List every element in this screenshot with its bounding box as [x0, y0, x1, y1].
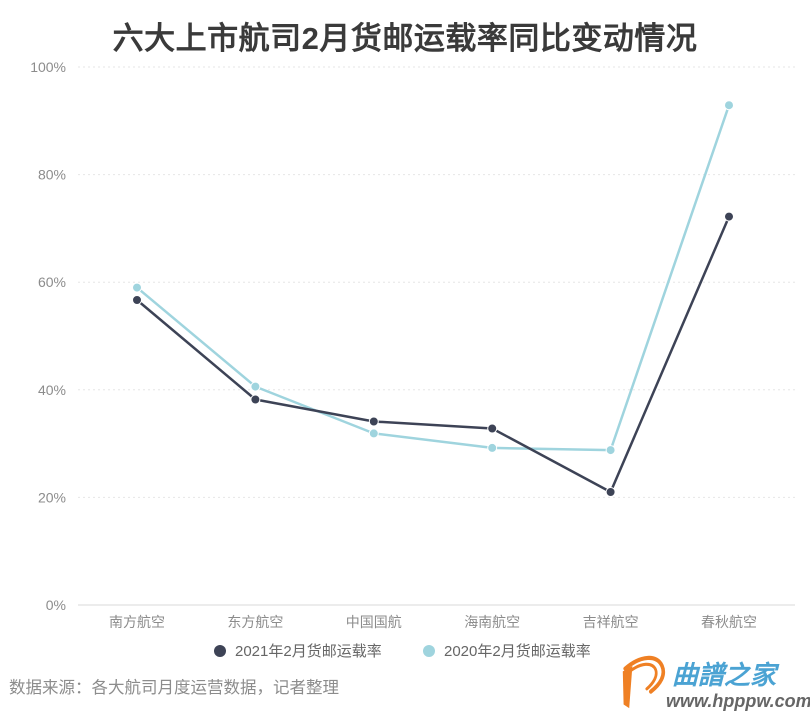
svg-text:80%: 80% — [38, 167, 66, 183]
svg-text:www.hpppw.com: www.hpppw.com — [666, 691, 810, 711]
svg-text:春秋航空: 春秋航空 — [701, 614, 757, 630]
svg-text:曲譜之家: 曲譜之家 — [672, 660, 780, 690]
svg-text:40%: 40% — [38, 382, 66, 398]
svg-text:60%: 60% — [38, 274, 66, 290]
svg-text:100%: 100% — [30, 59, 66, 75]
svg-text:吉祥航空: 吉祥航空 — [583, 614, 639, 630]
svg-text:海南航空: 海南航空 — [464, 614, 520, 630]
svg-text:2021年2月货邮运载率: 2021年2月货邮运载率 — [235, 643, 382, 660]
svg-text:2020年2月货邮运载率: 2020年2月货邮运载率 — [444, 643, 591, 660]
svg-text:数据来源：各大航司月度运营数据，记者整理: 数据来源：各大航司月度运营数据，记者整理 — [9, 678, 339, 697]
svg-text:20%: 20% — [38, 489, 66, 505]
svg-text:南方航空: 南方航空 — [109, 614, 165, 630]
svg-text:0%: 0% — [46, 597, 66, 613]
svg-text:中国国航: 中国国航 — [346, 614, 402, 630]
svg-text:东方航空: 东方航空 — [227, 614, 283, 630]
